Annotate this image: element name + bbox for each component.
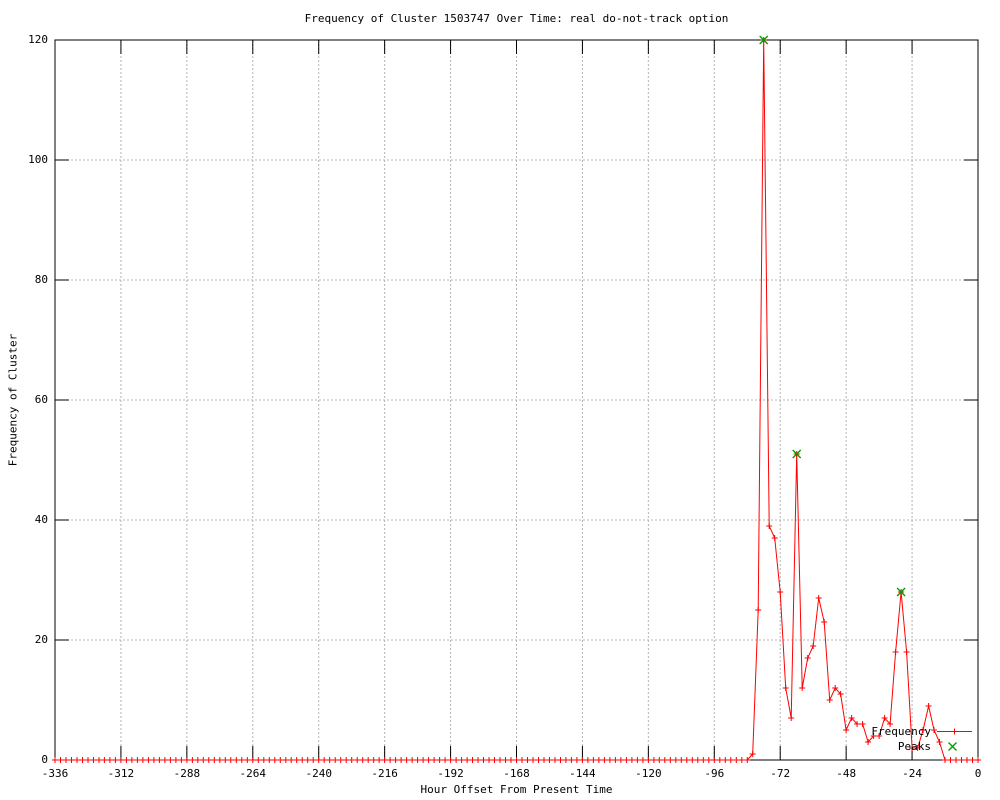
y-tick-label: 120 [28,33,48,46]
x-tick-label: -144 [569,767,596,780]
x-axis-label: Hour Offset From Present Time [420,783,613,796]
x-tick-label: -216 [371,767,398,780]
x-tick-label: -72 [770,767,791,780]
grid-lines [55,40,978,760]
axis-ticks [54,39,979,761]
legend-frequency-sample [937,728,972,735]
y-tick-label: 0 [41,753,48,766]
frequency-series-markers [52,37,981,763]
x-tick-label: -120 [635,767,662,780]
x-tick-label: -336 [41,767,69,780]
y-tick-label: 80 [34,273,48,286]
legend-peaks-sample [948,742,957,751]
peaks-markers [759,35,906,597]
legend-peaks-label: Peaks [897,740,931,753]
x-tick-label: -312 [107,767,135,780]
x-tick-label: -264 [239,767,267,780]
x-tick-label: 0 [974,767,982,780]
x-tick-label: -240 [305,767,332,780]
x-tick-label: -24 [902,767,922,780]
x-tick-label: -96 [704,767,725,780]
x-tick-label: -192 [437,767,464,780]
chart-title: Frequency of Cluster 1503747 Over Time: … [304,12,729,25]
y-tick-label: 40 [34,513,48,526]
x-tick-label: -168 [503,767,530,780]
y-tick-label: 100 [28,153,48,166]
y-tick-label: 20 [34,633,48,646]
legend-frequency-label: Frequency [871,725,931,738]
y-tick-label: 60 [34,393,48,406]
x-tick-label: -48 [836,767,857,780]
x-tick-label: -288 [173,767,201,780]
